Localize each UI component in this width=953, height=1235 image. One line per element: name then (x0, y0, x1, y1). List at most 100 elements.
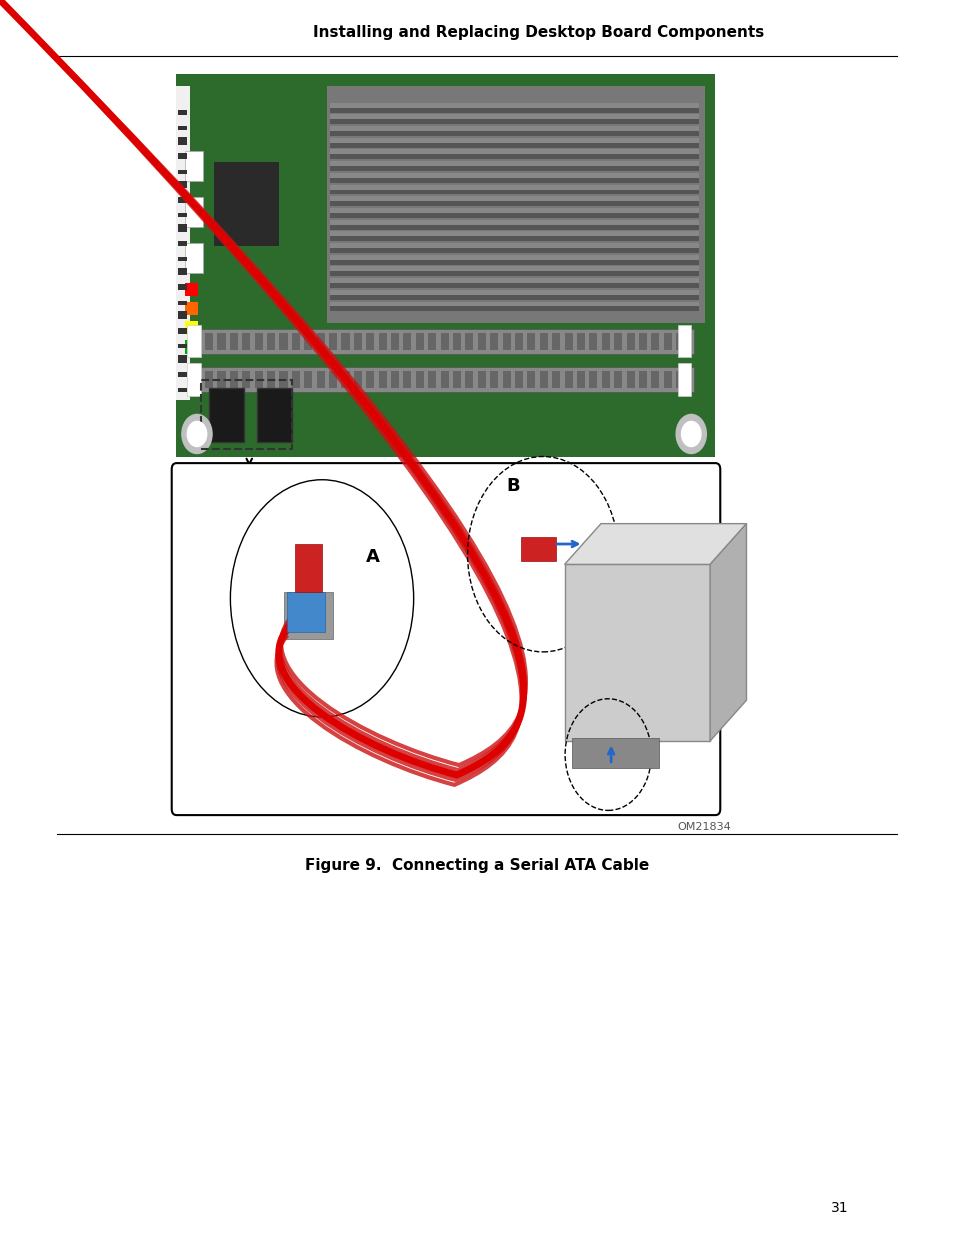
FancyBboxPatch shape (177, 198, 187, 203)
Text: Installing and Replacing Desktop Board Components: Installing and Replacing Desktop Board C… (313, 25, 764, 40)
FancyBboxPatch shape (354, 370, 361, 388)
Text: B: B (505, 477, 519, 495)
FancyBboxPatch shape (177, 372, 187, 378)
FancyBboxPatch shape (651, 332, 659, 350)
FancyBboxPatch shape (330, 126, 699, 136)
FancyBboxPatch shape (217, 370, 225, 388)
Text: A: A (365, 548, 379, 566)
FancyBboxPatch shape (330, 207, 699, 212)
FancyBboxPatch shape (490, 332, 497, 350)
FancyBboxPatch shape (428, 332, 436, 350)
FancyBboxPatch shape (552, 332, 559, 350)
FancyBboxPatch shape (214, 162, 278, 247)
FancyBboxPatch shape (539, 370, 547, 388)
FancyBboxPatch shape (177, 225, 187, 232)
FancyBboxPatch shape (527, 332, 535, 350)
FancyBboxPatch shape (279, 370, 287, 388)
FancyBboxPatch shape (527, 370, 535, 388)
FancyBboxPatch shape (676, 332, 683, 350)
FancyBboxPatch shape (465, 332, 473, 350)
FancyBboxPatch shape (177, 137, 187, 144)
FancyBboxPatch shape (330, 267, 699, 272)
FancyBboxPatch shape (330, 267, 699, 277)
FancyBboxPatch shape (279, 332, 287, 350)
FancyBboxPatch shape (267, 370, 274, 388)
FancyBboxPatch shape (177, 241, 187, 247)
FancyBboxPatch shape (230, 332, 237, 350)
FancyBboxPatch shape (284, 592, 333, 640)
FancyBboxPatch shape (254, 370, 262, 388)
FancyBboxPatch shape (564, 564, 709, 741)
FancyBboxPatch shape (330, 254, 699, 264)
FancyBboxPatch shape (502, 370, 510, 388)
FancyBboxPatch shape (330, 103, 699, 112)
FancyBboxPatch shape (601, 370, 609, 388)
FancyBboxPatch shape (330, 126, 699, 131)
FancyBboxPatch shape (330, 196, 699, 201)
Circle shape (676, 415, 705, 453)
Polygon shape (564, 524, 745, 564)
FancyBboxPatch shape (177, 110, 187, 115)
FancyBboxPatch shape (663, 370, 671, 388)
FancyBboxPatch shape (477, 332, 485, 350)
FancyBboxPatch shape (190, 329, 693, 353)
FancyBboxPatch shape (205, 370, 213, 388)
FancyBboxPatch shape (391, 332, 398, 350)
FancyBboxPatch shape (209, 388, 244, 442)
FancyBboxPatch shape (440, 370, 448, 388)
FancyBboxPatch shape (184, 196, 203, 227)
FancyBboxPatch shape (614, 332, 621, 350)
FancyBboxPatch shape (465, 370, 473, 388)
FancyBboxPatch shape (187, 363, 200, 395)
FancyBboxPatch shape (217, 332, 225, 350)
FancyBboxPatch shape (330, 173, 699, 178)
FancyBboxPatch shape (267, 332, 274, 350)
FancyBboxPatch shape (330, 231, 699, 241)
FancyBboxPatch shape (330, 278, 699, 283)
FancyBboxPatch shape (502, 332, 510, 350)
FancyBboxPatch shape (330, 278, 699, 288)
FancyBboxPatch shape (177, 329, 187, 333)
FancyBboxPatch shape (330, 220, 699, 225)
FancyBboxPatch shape (292, 370, 299, 388)
FancyBboxPatch shape (330, 290, 699, 295)
FancyBboxPatch shape (294, 545, 322, 592)
FancyBboxPatch shape (193, 370, 200, 388)
FancyBboxPatch shape (391, 370, 398, 388)
FancyBboxPatch shape (378, 332, 386, 350)
FancyBboxPatch shape (184, 301, 198, 315)
FancyBboxPatch shape (416, 370, 423, 388)
FancyBboxPatch shape (453, 370, 460, 388)
FancyBboxPatch shape (676, 370, 683, 388)
FancyBboxPatch shape (177, 356, 187, 363)
FancyBboxPatch shape (614, 370, 621, 388)
FancyBboxPatch shape (193, 332, 200, 350)
FancyBboxPatch shape (330, 115, 699, 125)
FancyBboxPatch shape (176, 85, 190, 400)
FancyBboxPatch shape (453, 332, 460, 350)
FancyBboxPatch shape (440, 332, 448, 350)
FancyBboxPatch shape (330, 207, 699, 217)
FancyBboxPatch shape (639, 370, 646, 388)
FancyBboxPatch shape (403, 370, 411, 388)
FancyBboxPatch shape (428, 370, 436, 388)
FancyBboxPatch shape (330, 161, 699, 167)
Text: OM21834: OM21834 (677, 823, 730, 832)
FancyBboxPatch shape (177, 284, 187, 290)
Circle shape (187, 421, 207, 447)
FancyBboxPatch shape (177, 180, 187, 188)
FancyBboxPatch shape (177, 153, 187, 159)
FancyBboxPatch shape (304, 332, 312, 350)
Text: 31: 31 (830, 1200, 847, 1215)
FancyBboxPatch shape (177, 170, 187, 174)
FancyBboxPatch shape (341, 370, 349, 388)
FancyBboxPatch shape (330, 184, 699, 189)
FancyBboxPatch shape (564, 370, 572, 388)
FancyBboxPatch shape (330, 301, 699, 311)
FancyBboxPatch shape (330, 301, 699, 306)
FancyBboxPatch shape (330, 243, 699, 248)
FancyBboxPatch shape (330, 103, 699, 107)
FancyBboxPatch shape (242, 332, 250, 350)
FancyBboxPatch shape (677, 325, 691, 357)
FancyBboxPatch shape (254, 332, 262, 350)
